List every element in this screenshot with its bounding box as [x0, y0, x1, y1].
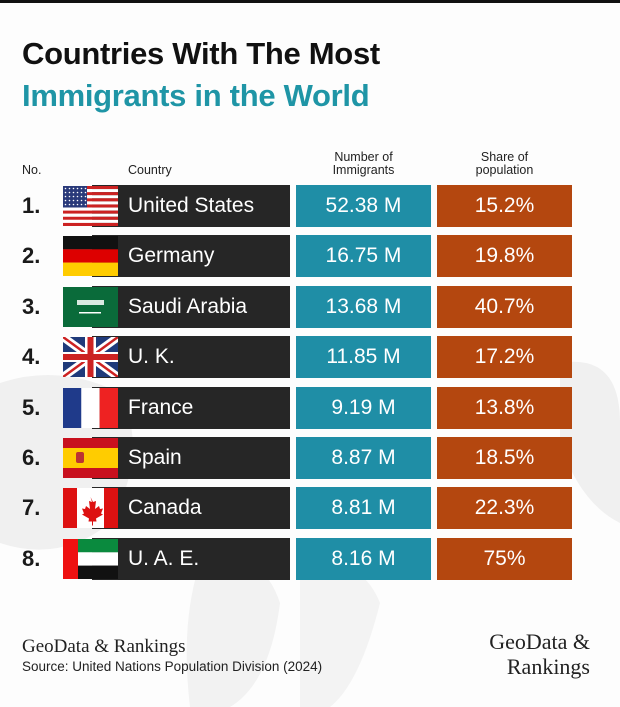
- table-row: 8. U. A. E. 8.16 M 75%: [0, 537, 620, 580]
- immigrants-value: 9.19 M: [296, 386, 431, 429]
- france-flag-icon: [63, 387, 118, 428]
- share-value: 75%: [437, 537, 572, 580]
- immigrants-value: 52.38 M: [296, 185, 431, 227]
- rank-number: 7.: [22, 495, 41, 521]
- immigrants-value: 11.85 M: [296, 336, 431, 379]
- immigrants-value: 8.16 M: [296, 537, 431, 580]
- table-row: 1. United States 52.38 M 15.2%: [0, 185, 620, 227]
- header-country: Country: [128, 163, 172, 177]
- footer-source: Source: United Nations Population Divisi…: [22, 659, 323, 674]
- header-share-line2: population: [475, 163, 534, 177]
- country-bar: [92, 537, 290, 580]
- immigrants-value: 8.81 M: [296, 487, 431, 530]
- header-share: Share of population: [447, 151, 562, 177]
- table-row: 4. U. K. 11.85 M 17.2%: [0, 336, 620, 379]
- us-flag-icon: [63, 186, 118, 226]
- rank-number: 1.: [22, 193, 41, 218]
- rank-number: 2.: [22, 243, 41, 269]
- rank-number: 6.: [22, 445, 41, 470]
- country-bar: [92, 235, 290, 278]
- brand-logo-line2: Rankings: [506, 654, 590, 679]
- uae-flag-icon: [63, 538, 118, 579]
- table-row: 6. Spain 8.87 M 18.5%: [0, 437, 620, 479]
- header-immigrants-line1: Number of: [334, 150, 393, 164]
- country-name: Germany: [128, 244, 215, 268]
- country-name: U. A. E.: [128, 546, 200, 570]
- saudi-arabia-flag-icon: [63, 286, 118, 327]
- country-name: France: [128, 395, 194, 419]
- country-bar: [92, 336, 290, 379]
- table-row: 2. Germany 16.75 M 19.8%: [0, 235, 620, 278]
- uk-flag-icon: [63, 337, 118, 378]
- header-immigrants-line2: Immigrants: [332, 163, 395, 177]
- share-value: 19.8%: [437, 235, 572, 278]
- share-value: 15.2%: [437, 185, 572, 227]
- country-bar: [92, 487, 290, 530]
- country-bar: [92, 437, 290, 479]
- spain-flag-icon: [63, 438, 118, 478]
- share-value: 40.7%: [437, 285, 572, 328]
- brand-logo: GeoData & Rankings: [470, 629, 590, 679]
- rank-number: 5.: [22, 394, 41, 420]
- header-share-line1: Share of: [480, 150, 529, 164]
- country-bar: [92, 285, 290, 328]
- country-name: United States: [128, 194, 255, 217]
- country-name: U. K.: [128, 345, 175, 369]
- germany-flag-icon: [63, 236, 118, 277]
- table-row: 7. Canada 8.81 M 22.3%: [0, 487, 620, 530]
- share-value: 17.2%: [437, 336, 572, 379]
- rank-number: 4.: [22, 344, 41, 370]
- table-row: 5. France 9.19 M 13.8%: [0, 386, 620, 429]
- header-no: No.: [22, 163, 42, 177]
- brand-logo-line1: GeoData &: [489, 629, 590, 654]
- country-name: Canada: [128, 496, 202, 520]
- header-immigrants: Number of Immigrants: [306, 151, 421, 177]
- rank-number: 8.: [22, 545, 41, 571]
- rank-number: 3.: [22, 293, 41, 319]
- country-bar: [92, 386, 290, 429]
- canada-flag-icon: [63, 488, 118, 529]
- share-value: 18.5%: [437, 437, 572, 479]
- table-row: 3. Saudi Arabia 13.68 M 40.7%: [0, 285, 620, 328]
- country-name: Saudi Arabia: [128, 294, 248, 318]
- country-name: Spain: [128, 446, 182, 469]
- share-value: 13.8%: [437, 386, 572, 429]
- title-line-2: Immigrants in the World: [22, 78, 370, 113]
- share-value: 22.3%: [437, 487, 572, 530]
- immigrants-value: 16.75 M: [296, 235, 431, 278]
- country-bar: [92, 185, 290, 227]
- footer-brand: GeoData & Rankings: [22, 636, 186, 657]
- title-line-1: Countries With The Most: [22, 36, 380, 71]
- immigrants-value: 8.87 M: [296, 437, 431, 479]
- immigrants-value: 13.68 M: [296, 285, 431, 328]
